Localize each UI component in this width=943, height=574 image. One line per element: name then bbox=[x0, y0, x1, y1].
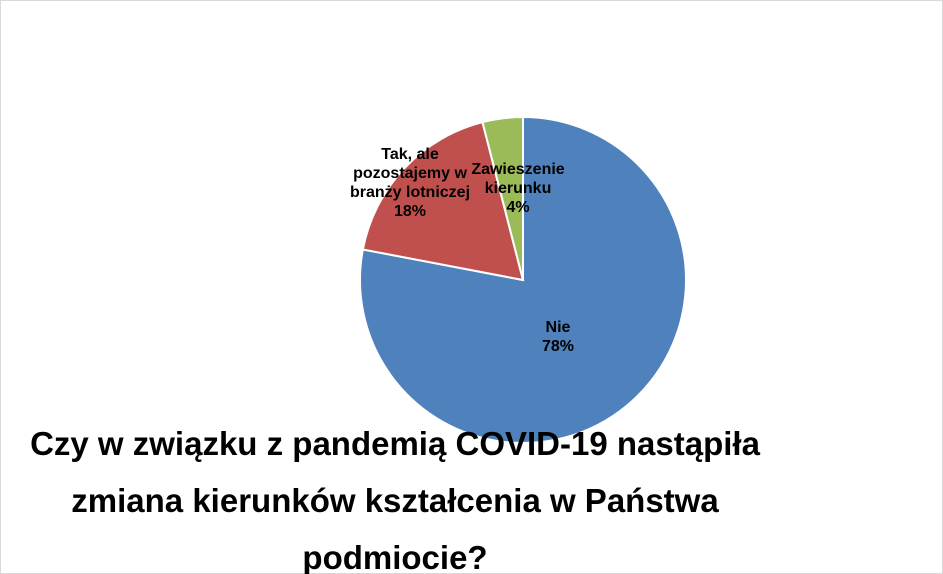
slice-label: Zawieszenie kierunku 4% bbox=[468, 160, 568, 217]
chart-title: Czy w związku z pandemią COVID-19 nastąp… bbox=[30, 425, 760, 574]
pie-slice bbox=[361, 120, 525, 282]
slice-label: Tak, ale pozostajemy w branży lotniczej 1… bbox=[335, 145, 485, 221]
slice-category-label: Nie bbox=[545, 319, 571, 336]
pie-slice bbox=[481, 115, 524, 281]
slice-label: Nie 78% bbox=[528, 318, 588, 356]
slice-category-label: Zawieszenie kierunku bbox=[471, 161, 565, 197]
slice-value-label: 18% bbox=[393, 203, 427, 220]
slice-value-label: 4% bbox=[506, 199, 530, 216]
slice-value-label: 78% bbox=[541, 338, 575, 355]
pie-slice bbox=[359, 115, 687, 444]
slice-category-label: Tak, ale pozostajemy w branży lotniczej bbox=[349, 146, 471, 201]
